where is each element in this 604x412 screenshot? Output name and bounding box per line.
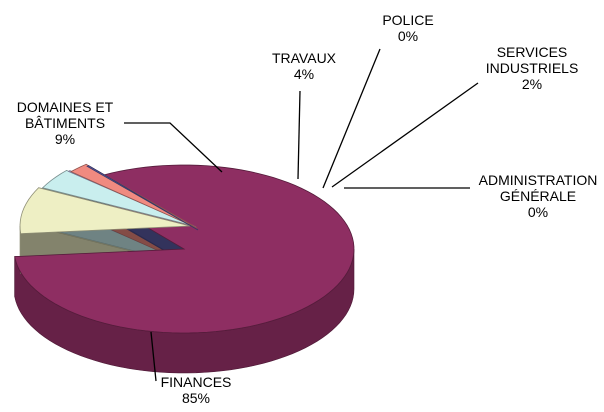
- slice-domaines-et-batiments: [19, 187, 191, 235]
- pie-3d-tops: [14, 163, 355, 334]
- slice-finances: [14, 164, 355, 334]
- leader-line-domaines-et-batiments: [124, 122, 223, 173]
- leader-line-police: [322, 48, 381, 189]
- data-label-percent: 9%: [55, 131, 75, 147]
- slice-labels: FINANCES 85% DOMAINES ET BÂTIMENTS 9% TRAVAUX…: [17, 12, 598, 406]
- slice-travaux: [41, 169, 195, 227]
- data-label-administration-generale: ADMINISTRATION GÉNÉRALE 0%: [479, 172, 598, 220]
- data-label-name: FINANCES: [161, 374, 232, 390]
- leader-line-travaux: [297, 90, 301, 180]
- data-label-finances: FINANCES 85%: [161, 374, 232, 406]
- data-label-name: BÂTIMENTS: [25, 115, 105, 131]
- slice-administration-generale: [86, 165, 199, 231]
- data-label-name: POLICE: [382, 12, 433, 28]
- data-label-name: ADMINISTRATION: [479, 172, 598, 188]
- data-label-percent: 4%: [294, 66, 314, 82]
- data-label-percent: 85%: [182, 390, 210, 406]
- data-label-percent: 0%: [528, 204, 548, 220]
- data-label-police: POLICE 0%: [382, 12, 433, 44]
- data-label-percent: 2%: [522, 76, 542, 92]
- leader-line-finances: [150, 331, 157, 382]
- data-label-name: INDUSTRIELS: [486, 60, 579, 76]
- data-label-percent: 0%: [398, 28, 418, 44]
- data-label-travaux: TRAVAUX 4%: [272, 50, 337, 82]
- data-label-name: DOMAINES ET: [17, 99, 114, 115]
- data-label-name: SERVICES: [497, 44, 568, 60]
- data-label-services-industriels: SERVICES INDUSTRIELS 2%: [486, 44, 579, 92]
- leader-lines: [124, 48, 479, 382]
- data-label-name: TRAVAUX: [272, 50, 337, 66]
- data-label-domaines-et-batiments: DOMAINES ET BÂTIMENTS 9%: [17, 99, 114, 147]
- data-label-name: GÉNÉRALE: [500, 188, 576, 204]
- leader-line-services-industriels: [331, 82, 479, 188]
